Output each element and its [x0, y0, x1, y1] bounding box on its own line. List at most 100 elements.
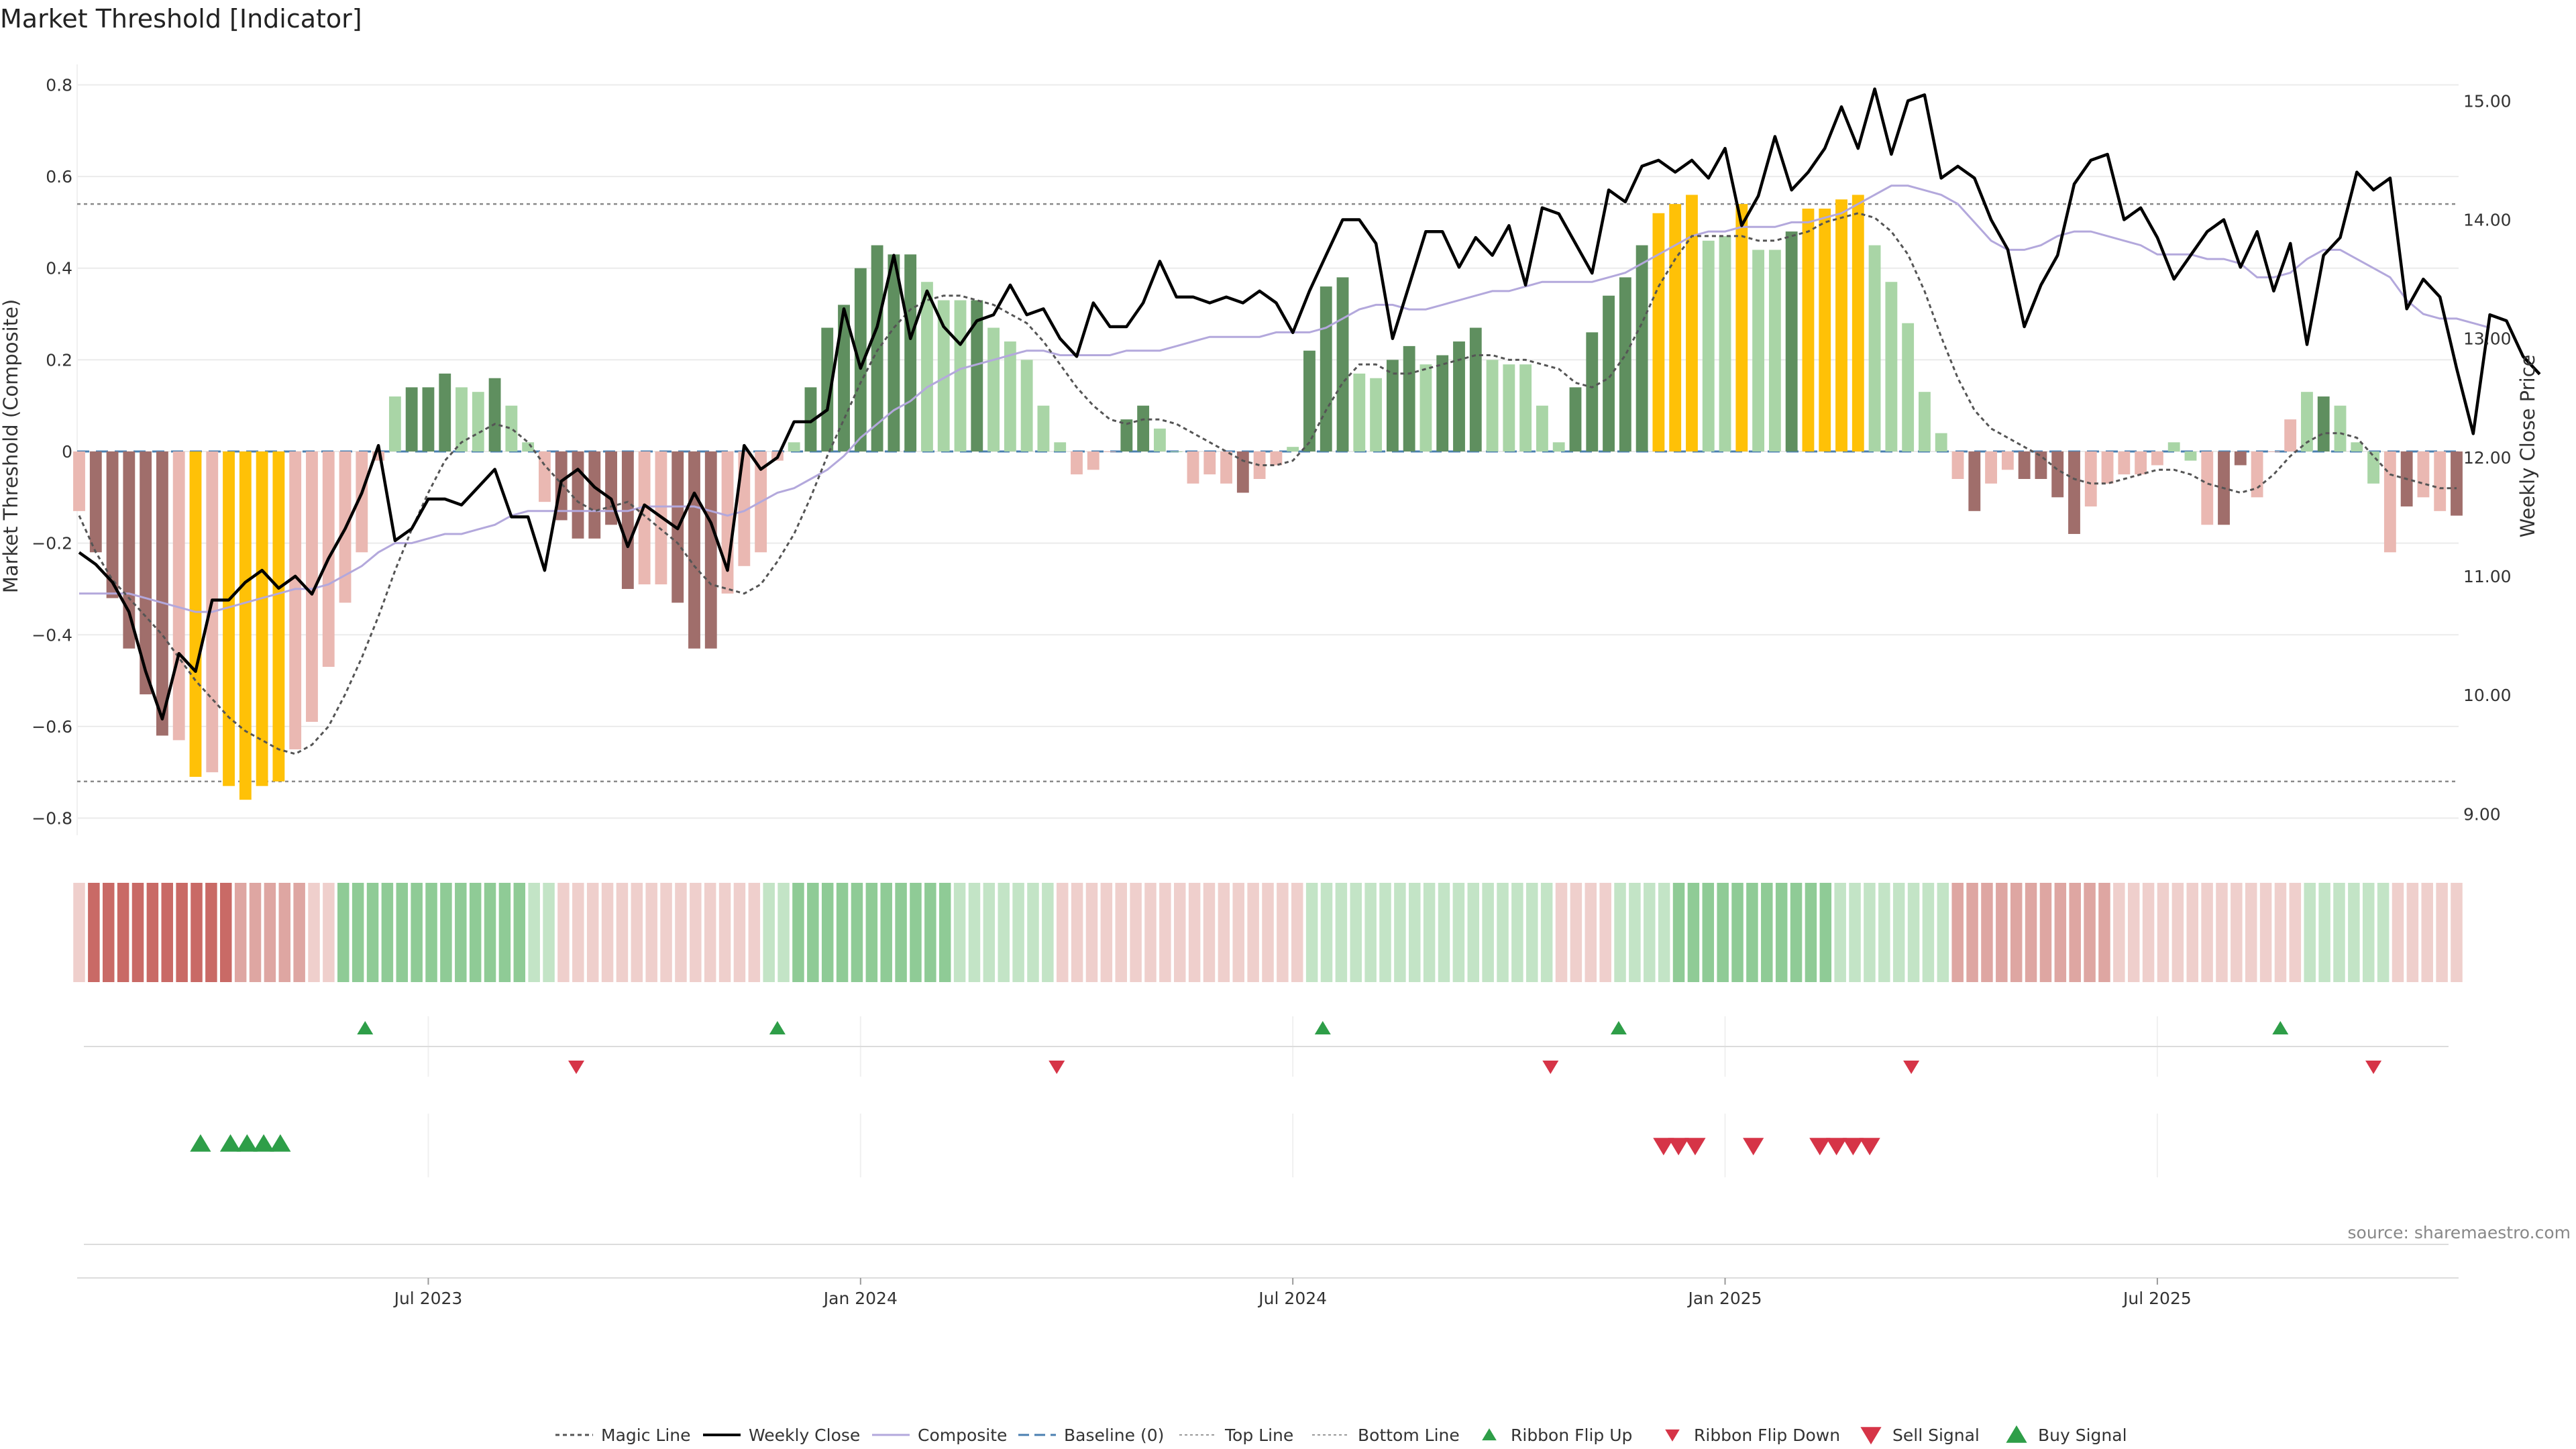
composite-bar [621, 451, 634, 589]
date-tick-label: Jul 2024 [1257, 1289, 1327, 1308]
ribbon-segment [73, 883, 85, 982]
ribbon-segment [1981, 883, 1993, 982]
composite-bar [2184, 451, 2197, 461]
ribbon-segment [1173, 883, 1186, 982]
reference-lines [77, 203, 2459, 783]
composite-bar [1519, 364, 1532, 451]
ribbon-segment [1144, 883, 1157, 982]
composite-bar [1320, 286, 1332, 451]
composite-bar [488, 378, 501, 451]
composite-bar [306, 451, 318, 722]
ribbon-segment [425, 883, 437, 982]
composite-bar [1851, 195, 1864, 451]
ribbon-segment [2098, 883, 2110, 982]
ribbon-segment [2010, 883, 2023, 982]
composite-bar [971, 300, 983, 451]
composite-bar [704, 451, 717, 649]
composite-bar [1835, 199, 1847, 451]
composite-bar [1071, 451, 1083, 475]
composite-bar [289, 451, 302, 750]
composite-bar [272, 451, 285, 782]
composite-bar [2018, 451, 2031, 479]
date-tick-label: Jan 2024 [822, 1289, 898, 1308]
y-tick-label: 0.8 [46, 75, 72, 95]
ribbon-segment [1482, 883, 1494, 982]
ribbon-segment [396, 883, 409, 982]
composite-bar [588, 451, 601, 539]
composite-bar [888, 254, 900, 451]
composite-bar [1303, 350, 1316, 451]
ribbon-segment [1452, 883, 1465, 982]
ribbon-segment [1878, 883, 1890, 982]
legend-label: Buy Signal [2038, 1426, 2127, 1445]
composite-bar [1902, 323, 1915, 451]
ribbon-segment [1864, 883, 1876, 982]
ribbon-segment [557, 883, 570, 982]
composite-bar [2383, 451, 2396, 553]
composite-bar [1370, 378, 1383, 451]
composite-bar [2135, 451, 2147, 475]
ribbon-segment [645, 883, 657, 982]
ribbon-segment [1819, 883, 1832, 982]
composite-bar [688, 451, 700, 649]
composite-bar [2367, 451, 2380, 484]
ribbon-segment [2289, 883, 2302, 982]
ribbon-segment [264, 883, 276, 982]
ribbon-segment [323, 883, 335, 982]
composite-bar [1686, 195, 1698, 451]
composite-bar [2118, 451, 2131, 475]
ribbon-segment [1834, 883, 1846, 982]
ribbon-segment [1526, 883, 1538, 982]
composite-bar [954, 300, 967, 451]
ribbon-segment [1423, 883, 1436, 982]
composite-bar [1054, 442, 1067, 451]
sell-signal-marker [1653, 1138, 1674, 1156]
ribbon-segment [1335, 883, 1348, 982]
ribbon-segment [865, 883, 878, 982]
ribbon-segment [1100, 883, 1113, 982]
ribbon-flip-up-marker [1314, 1021, 1331, 1034]
sell-signal-marker [1842, 1138, 1864, 1156]
composite-bar [256, 451, 268, 786]
composite-bar [1037, 405, 1050, 451]
ribbon-segment [1364, 883, 1377, 982]
composite-bar [1403, 345, 1415, 451]
ribbon-segment [2245, 883, 2257, 982]
composite-bar [2051, 451, 2064, 498]
ribbon-segment [792, 883, 804, 982]
ribbon-flip-up-marker [357, 1021, 374, 1034]
composite-bar [1203, 451, 1216, 475]
ribbon-segment [1305, 883, 1318, 982]
ribbon-segment [983, 883, 996, 982]
ribbon-segment [821, 883, 834, 982]
composite-bar [189, 451, 202, 777]
sell-signal-marker [1859, 1138, 1880, 1156]
ribbon-segment [2157, 883, 2169, 982]
composite-bar [140, 451, 152, 695]
ribbon-segment [1291, 883, 1303, 982]
ribbon-flip-up-marker [2272, 1021, 2289, 1034]
composite-bar [1935, 433, 1947, 451]
composite-bar [804, 387, 817, 451]
composite-bar [1253, 451, 1266, 479]
ribbon-segment [1599, 883, 1611, 982]
ribbon-segment [1717, 883, 1729, 982]
ribbon-flip-up-marker [1610, 1021, 1627, 1034]
y2-tick-label: 14.00 [2463, 210, 2512, 229]
ribbon-segment [2406, 883, 2419, 982]
composite-bar [1919, 392, 1931, 451]
ribbon-segment [2113, 883, 2125, 982]
ribbon-segment [704, 883, 716, 982]
ribbon-segment [484, 883, 496, 982]
ribbon-segment [176, 883, 188, 982]
ribbon-segment [1085, 883, 1098, 982]
ribbon-segment [117, 883, 129, 982]
ribbon-flip-down-marker [2365, 1061, 2382, 1074]
ribbon-segment [308, 883, 320, 982]
ribbon-segment [1012, 883, 1024, 982]
legend-label: Baseline (0) [1064, 1426, 1164, 1445]
composite-bar [1868, 245, 1881, 451]
composite-bar [1087, 451, 1099, 470]
buy-signal-marker [253, 1134, 274, 1152]
composite-bar [921, 282, 933, 451]
